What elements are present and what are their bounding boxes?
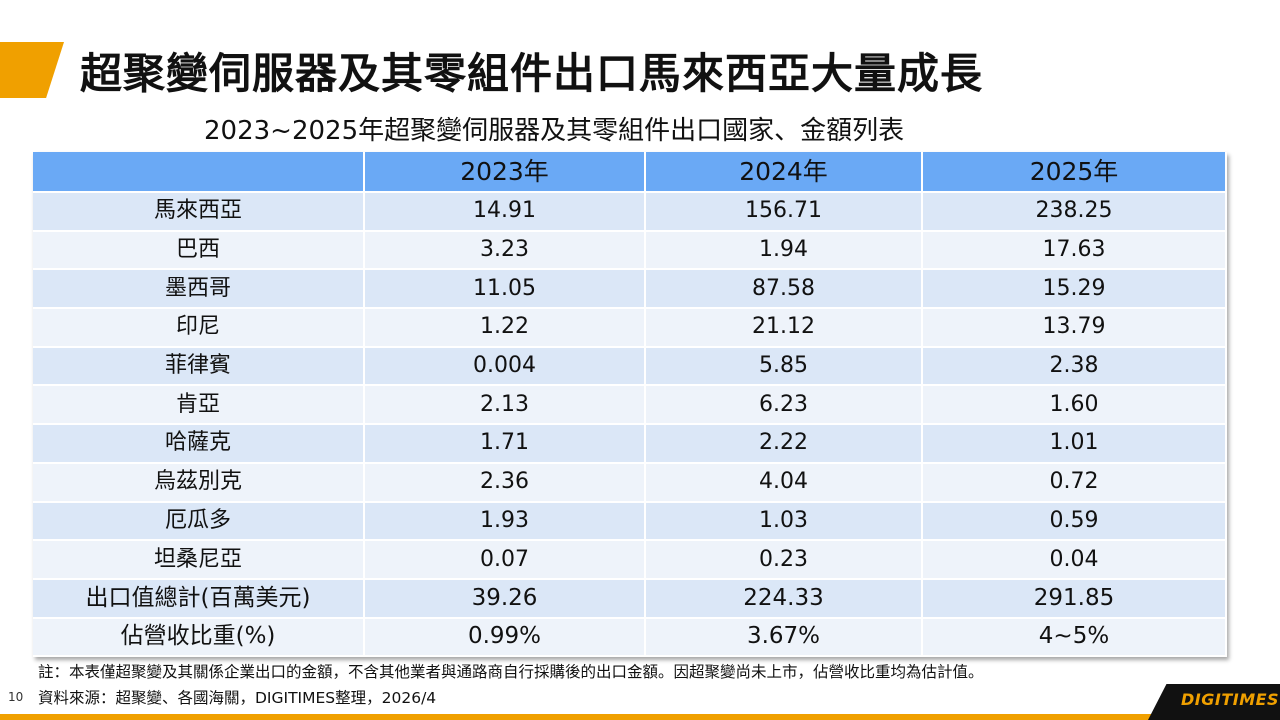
value-cell: 87.58 — [645, 269, 923, 310]
footer-accent-bar — [0, 714, 1280, 720]
header-cell-2024: 2024年 — [645, 152, 923, 193]
total-label-cell: 出口值總計(百萬美元) — [33, 578, 365, 619]
country-cell: 巴西 — [33, 230, 365, 271]
footnote: 註：本表僅超聚變及其關係企業出口的金額，不含其他業者與通路商自行採購後的出口金額… — [38, 663, 984, 681]
header-cell-2023: 2023年 — [364, 152, 646, 193]
value-cell: 14.91 — [364, 192, 646, 232]
value-cell: 2.13 — [364, 385, 646, 426]
value-cell: 1.22 — [364, 308, 646, 348]
value-cell: 156.71 — [645, 192, 923, 232]
value-cell: 224.33 — [645, 578, 923, 619]
page-title: 超聚變伺服器及其零組件出口馬來西亞大量成長 — [80, 49, 984, 98]
table-row: 印尼 1.22 21.12 13.79 — [33, 308, 1227, 348]
value-cell: 0.004 — [364, 346, 646, 387]
table-row-revenue-share: 佔營收比重(%) 0.99% 3.67% 4~5% — [33, 617, 1227, 658]
value-cell: 1.03 — [645, 501, 923, 542]
source-note: 資料來源：超聚變、各國海關，DIGITIMES整理，2026/4 — [38, 689, 437, 707]
table-row-total: 出口值總計(百萬美元) 39.26 224.33 291.85 — [33, 578, 1227, 619]
table-row: 烏茲別克 2.36 4.04 0.72 — [33, 462, 1227, 503]
header-cell-corner — [33, 152, 365, 193]
value-cell: 0.23 — [645, 540, 923, 580]
table-row: 馬來西亞 14.91 156.71 238.25 — [33, 192, 1227, 232]
value-cell: 39.26 — [364, 578, 646, 619]
table-row: 厄瓜多 1.93 1.03 0.59 — [33, 501, 1227, 542]
page-number: 10 — [8, 690, 24, 704]
value-cell: 4.04 — [645, 462, 923, 503]
value-cell: 4~5% — [922, 617, 1227, 658]
logo-background — [1148, 684, 1280, 720]
value-cell: 15.29 — [922, 269, 1227, 310]
share-label-cell: 佔營收比重(%) — [33, 617, 365, 658]
table-header-row: 2023年 2024年 2025年 — [33, 152, 1227, 193]
value-cell: 0.04 — [922, 540, 1227, 580]
value-cell: 3.67% — [645, 617, 923, 658]
value-cell: 1.01 — [922, 424, 1227, 464]
digitimes-logo: DIGITIMES — [1181, 690, 1280, 709]
country-cell: 菲律賓 — [33, 346, 365, 387]
value-cell: 0.72 — [922, 462, 1227, 503]
country-cell: 印尼 — [33, 308, 365, 348]
value-cell: 2.22 — [645, 424, 923, 464]
table-row: 肯亞 2.13 6.23 1.60 — [33, 385, 1227, 426]
value-cell: 11.05 — [364, 269, 646, 310]
table-row: 巴西 3.23 1.94 17.63 — [33, 230, 1227, 271]
value-cell: 1.94 — [645, 230, 923, 271]
country-cell: 肯亞 — [33, 385, 365, 426]
export-table: 2023年 2024年 2025年 馬來西亞 14.91 156.71 238.… — [33, 152, 1227, 658]
value-cell: 238.25 — [922, 192, 1227, 232]
table-row: 菲律賓 0.004 5.85 2.38 — [33, 346, 1227, 387]
value-cell: 1.71 — [364, 424, 646, 464]
value-cell: 17.63 — [922, 230, 1227, 271]
value-cell: 0.99% — [364, 617, 646, 658]
value-cell: 13.79 — [922, 308, 1227, 348]
value-cell: 2.36 — [364, 462, 646, 503]
value-cell: 1.93 — [364, 501, 646, 542]
header-cell-2025: 2025年 — [922, 152, 1227, 193]
country-cell: 烏茲別克 — [33, 462, 365, 503]
country-cell: 厄瓜多 — [33, 501, 365, 542]
value-cell: 0.07 — [364, 540, 646, 580]
country-cell: 墨西哥 — [33, 269, 365, 310]
country-cell: 馬來西亞 — [33, 192, 365, 232]
value-cell: 5.85 — [645, 346, 923, 387]
table-row: 墨西哥 11.05 87.58 15.29 — [33, 269, 1227, 310]
table-row: 哈薩克 1.71 2.22 1.01 — [33, 424, 1227, 464]
value-cell: 3.23 — [364, 230, 646, 271]
value-cell: 1.60 — [922, 385, 1227, 426]
value-cell: 291.85 — [922, 578, 1227, 619]
value-cell: 21.12 — [645, 308, 923, 348]
title-accent-bar — [0, 42, 64, 98]
value-cell: 0.59 — [922, 501, 1227, 542]
table-subtitle: 2023~2025年超聚變伺服器及其零組件出口國家、金額列表 — [204, 116, 905, 146]
country-cell: 哈薩克 — [33, 424, 365, 464]
value-cell: 6.23 — [645, 385, 923, 426]
value-cell: 2.38 — [922, 346, 1227, 387]
country-cell: 坦桑尼亞 — [33, 540, 365, 580]
table-row: 坦桑尼亞 0.07 0.23 0.04 — [33, 540, 1227, 580]
